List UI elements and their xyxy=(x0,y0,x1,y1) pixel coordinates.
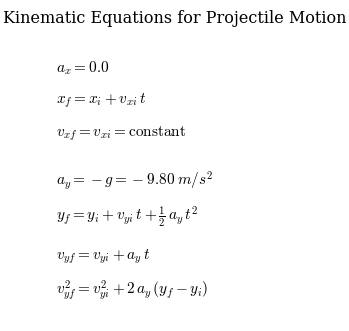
Text: $v_{yf}^2 = v_{yi}^2 + 2\, a_y\, (y_f - y_i)$: $v_{yf}^2 = v_{yi}^2 + 2\, a_y\, (y_f - … xyxy=(56,278,208,302)
Text: $a_y = - g = - 9.80\; m/s^2$: $a_y = - g = - 9.80\; m/s^2$ xyxy=(56,169,213,192)
Text: $a_x = 0.0$: $a_x = 0.0$ xyxy=(56,59,109,77)
Text: $v_{xf} = v_{xi} = \mathrm{constant}$: $v_{xf} = v_{xi} = \mathrm{constant}$ xyxy=(56,125,186,143)
Text: Kinematic Equations for Projectile Motion: Kinematic Equations for Projectile Motio… xyxy=(3,10,346,27)
Text: $x_f = x_i + v_{xi}\, t$: $x_f = x_i + v_{xi}\, t$ xyxy=(56,92,146,110)
Text: $v_{yf} = v_{yi} + a_y\, t$: $v_{yf} = v_{yi} + a_y\, t$ xyxy=(56,247,150,266)
Text: $y_f = y_i + v_{yi}\, t + \frac{1}{2}\, a_y\, t^2$: $y_f = y_i + v_{yi}\, t + \frac{1}{2}\, … xyxy=(56,205,198,229)
